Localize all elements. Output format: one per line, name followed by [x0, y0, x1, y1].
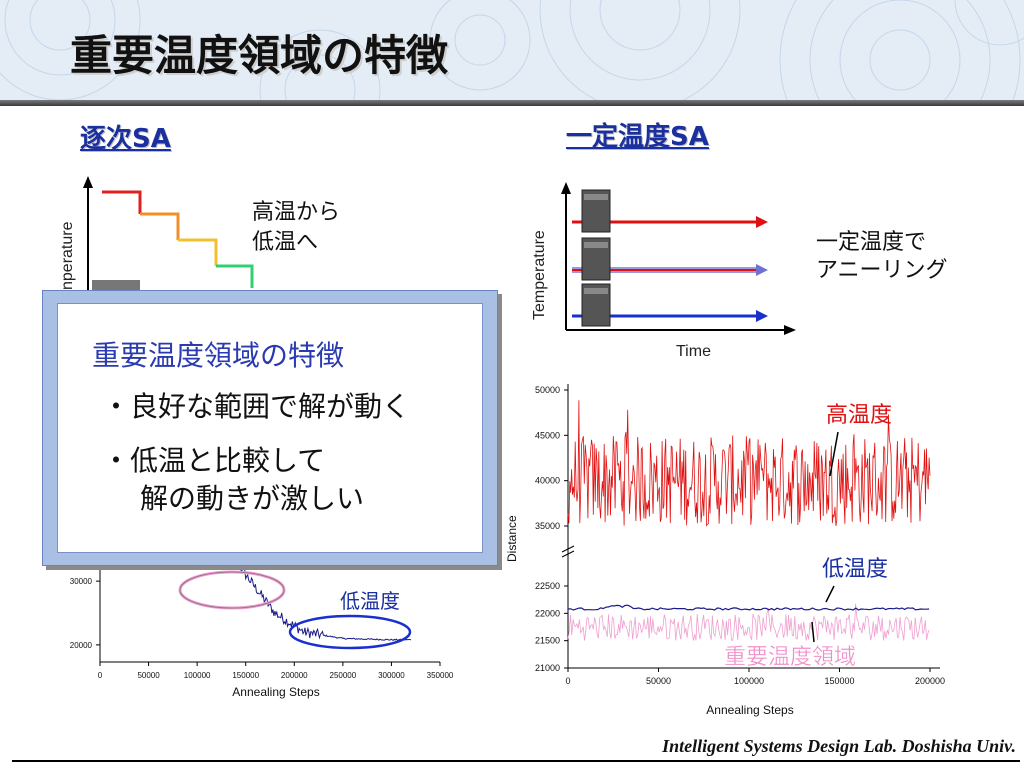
left-note-line2: 低温へ: [252, 230, 319, 255]
left-x-tick-label: 100000: [184, 671, 211, 680]
popup-bullet-2-line1: ・低温と比較して: [102, 444, 326, 477]
high-temp-label: 高温度: [826, 402, 892, 427]
right-diagram-y-label: Temperature: [531, 230, 548, 320]
right-y-tick-label: 45000: [535, 430, 560, 440]
feature-popup: 重要温度領域の特徴 ・良好な範囲で解が動く ・低温と比較して 解の動きが激しい: [42, 290, 498, 566]
low-temp-ellipse: [288, 614, 412, 650]
right-y-tick-label: 21000: [535, 663, 560, 673]
left-x-tick-label: 0: [98, 671, 103, 680]
left-x-tick-label: 200000: [281, 671, 308, 680]
step-yellow: [178, 238, 218, 266]
right-x-tick-label: 100000: [734, 676, 764, 686]
left-x-tick-label: 350000: [427, 671, 454, 680]
step-red: [102, 190, 142, 214]
footer-credit: Intelligent Systems Design Lab. Doshisha…: [662, 736, 1016, 756]
high-temp-series: [567, 400, 931, 527]
left-chart-series: [236, 562, 412, 641]
left-y-tick-label: 20000: [70, 641, 93, 650]
right-section-heading[interactable]: 一定温度SA: [566, 122, 709, 152]
right-x-tick-label: 200000: [915, 676, 945, 686]
right-x-tick-label: 0: [565, 676, 570, 686]
important-temp-series: [567, 603, 930, 641]
header-rule: [0, 100, 1024, 106]
low-temp-series: [567, 604, 930, 611]
popup-bullet-1: ・良好な範囲で解が動く: [102, 390, 411, 423]
right-y-tick-label: 50000: [535, 385, 560, 395]
left-x-tick-label: 150000: [232, 671, 259, 680]
important-region-label: 重要温度領域: [724, 644, 856, 669]
left-note-line1: 高温から: [252, 200, 341, 225]
left-diagram-axis-label: nperature: [59, 221, 76, 290]
right-note-line2: アニーリング: [816, 258, 948, 283]
left-chart-x-label: Annealing Steps: [232, 685, 319, 699]
right-y-tick-label: 22000: [535, 608, 560, 618]
right-y-tick-label: 40000: [535, 476, 560, 486]
right-chart-y-label: Distance: [505, 515, 519, 562]
footer-rule: [12, 760, 1020, 762]
left-x-tick-label: 250000: [330, 671, 357, 680]
popup-title: 重要温度領域の特徴: [92, 339, 345, 372]
right-low-temp-label: 低温度: [822, 556, 888, 581]
right-y-tick-label: 35000: [535, 521, 560, 531]
right-x-tick-label: 50000: [646, 676, 671, 686]
header-pattern: [0, 0, 1024, 100]
right-y-tick-label: 22500: [535, 581, 560, 591]
left-section-heading[interactable]: 逐次SA: [80, 124, 171, 154]
step-orange: [140, 212, 180, 240]
feature-popup-content: 重要温度領域の特徴 ・良好な範囲で解が動く ・低温と比較して 解の動きが激しい: [57, 303, 483, 553]
right-diagram-x-label: Time: [676, 343, 711, 360]
header-band: [0, 0, 1024, 100]
left-diagram-arrowhead: [83, 176, 93, 188]
low-temp-label: 低温度: [340, 590, 400, 613]
step-green: [216, 264, 254, 288]
right-chart-x-label: Annealing Steps: [706, 703, 793, 717]
left-y-tick-label: 30000: [70, 577, 93, 586]
right-chart: 21000 21500 22000 22500 35000 40000 45000 50000…: [505, 384, 945, 717]
left-x-tick-label: 50000: [137, 671, 160, 680]
server-icons: [581, 189, 611, 327]
right-temperature-diagram: Temperature Time: [531, 182, 796, 360]
left-x-tick-label: 300000: [378, 671, 405, 680]
left-chart: 20000 30000 0 50000 100000 150000 200000 25000…: [70, 560, 454, 699]
right-y-tick-label: 21500: [535, 636, 560, 646]
right-x-tick-label: 150000: [824, 676, 854, 686]
popup-bullet-2-line2: 解の動きが激しい: [140, 482, 365, 515]
right-note-line1: 一定温度で: [816, 230, 927, 255]
slide-title: 重要温度領域の特徴: [70, 31, 449, 80]
